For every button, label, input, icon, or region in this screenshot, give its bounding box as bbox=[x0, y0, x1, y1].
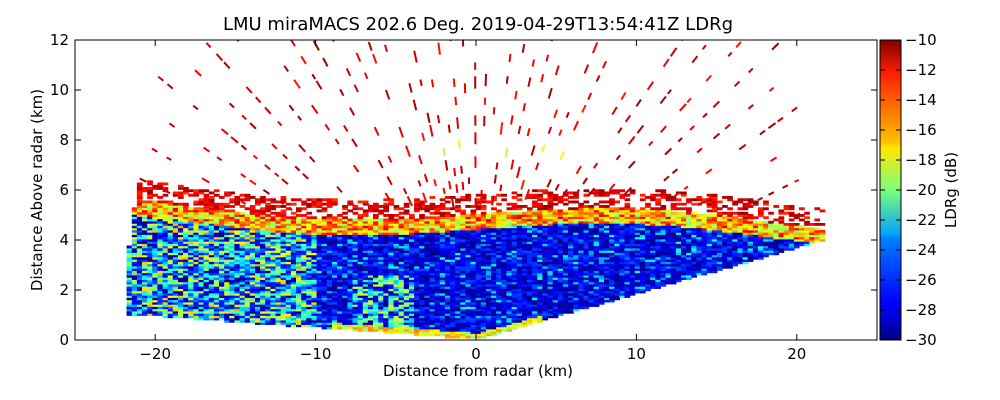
y-tick-label: 6 bbox=[59, 181, 69, 199]
colorbar-label: LDRg (dB) bbox=[942, 152, 960, 228]
colorbar-tick-label: −20 bbox=[905, 181, 937, 199]
y-tick-label: 4 bbox=[59, 231, 69, 249]
colorbar-tick-label: −14 bbox=[905, 91, 937, 109]
colorbar-tick-label: −12 bbox=[905, 61, 937, 79]
x-axis: −20 −10 0 10 20 bbox=[139, 40, 806, 363]
plot-area bbox=[126, 40, 826, 339]
y-axis: 0 2 4 6 8 10 12 bbox=[50, 31, 877, 349]
x-tick-label: 20 bbox=[787, 345, 806, 363]
colorbar-ticks: −30 −28 −26 −24 −22 −20 −18 −16 −14 −12 −10 bbox=[880, 31, 937, 349]
colorbar-tick-label: −28 bbox=[905, 301, 937, 319]
colorbar-tick-label: −24 bbox=[905, 241, 937, 259]
ldr-field-cloud bbox=[126, 180, 826, 339]
colorbar-tick-label: −16 bbox=[905, 121, 937, 139]
y-tick-label: 12 bbox=[50, 31, 69, 49]
y-tick-label: 8 bbox=[59, 131, 69, 149]
y-tick-label: 0 bbox=[59, 331, 69, 349]
y-axis-label: Distance Above radar (km) bbox=[28, 89, 46, 291]
chart-title: LMU miraMACS 202.6 Deg. 2019-04-29T13:54… bbox=[223, 14, 733, 35]
x-tick-label: 0 bbox=[471, 345, 481, 363]
colorbar-tick-label: −22 bbox=[905, 211, 937, 229]
x-tick-label: 10 bbox=[627, 345, 646, 363]
y-tick-label: 10 bbox=[50, 81, 69, 99]
colorbar-tick-label: −18 bbox=[905, 151, 937, 169]
ldr-field-sparse-ice bbox=[139, 40, 801, 218]
y-tick-label: 2 bbox=[59, 281, 69, 299]
colorbar-tick-label: −26 bbox=[905, 271, 937, 289]
colorbar-tick-label: −10 bbox=[905, 31, 937, 49]
x-tick-label: −20 bbox=[139, 345, 171, 363]
x-axis-label: Distance from radar (km) bbox=[383, 362, 573, 380]
colorbar-tick-label: −30 bbox=[905, 331, 937, 349]
x-tick-label: −10 bbox=[300, 345, 332, 363]
